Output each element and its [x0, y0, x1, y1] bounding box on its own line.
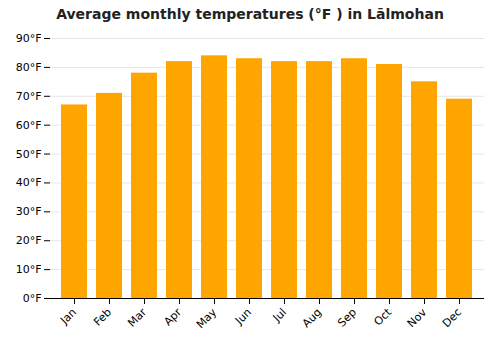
svg-text:50°F: 50°F — [16, 148, 42, 161]
svg-text:20°F: 20°F — [16, 234, 42, 247]
svg-text:Mar: Mar — [125, 305, 149, 329]
svg-text:80°F: 80°F — [16, 61, 42, 74]
svg-text:40°F: 40°F — [16, 176, 42, 189]
svg-text:Jan: Jan — [57, 306, 79, 328]
svg-text:Oct: Oct — [371, 305, 394, 328]
svg-text:Sep: Sep — [335, 306, 359, 330]
svg-text:60°F: 60°F — [16, 119, 42, 132]
svg-text:30°F: 30°F — [16, 205, 42, 218]
svg-text:May: May — [194, 305, 220, 331]
svg-text:70°F: 70°F — [16, 90, 42, 103]
svg-text:Apr: Apr — [161, 305, 184, 328]
svg-text:Jun: Jun — [232, 306, 254, 328]
svg-text:Aug: Aug — [300, 306, 324, 330]
svg-text:Feb: Feb — [91, 306, 114, 329]
svg-text:Jul: Jul — [270, 306, 289, 325]
svg-text:10°F: 10°F — [16, 263, 42, 276]
html-text:Average monthly temperatures (: Average monthly temperatures (°F ) in Lā… — [56, 6, 444, 22]
svg-text:90°F: 90°F — [16, 32, 42, 45]
svg-text:0°F: 0°F — [23, 292, 42, 305]
svg-text:Nov: Nov — [405, 305, 430, 330]
svg-text:Dec: Dec — [440, 306, 464, 330]
